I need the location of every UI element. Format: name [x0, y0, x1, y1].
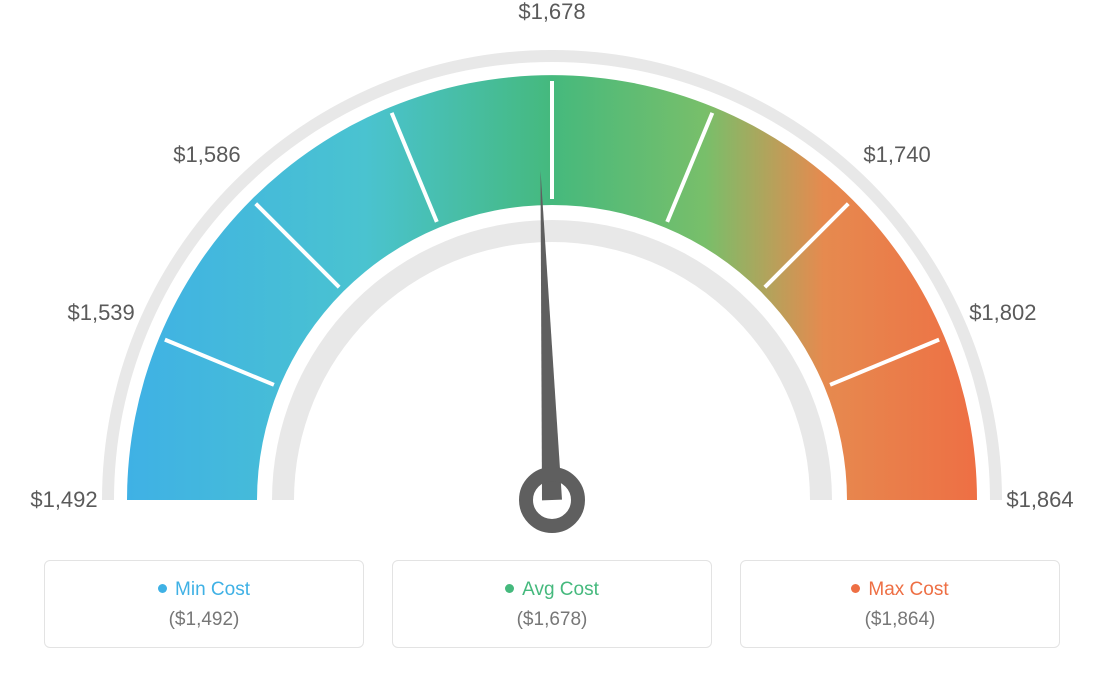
gauge-tick-label: $1,586: [173, 142, 240, 168]
max-cost-value: ($1,864): [751, 609, 1049, 631]
summary-cards: Min Cost ($1,492) Avg Cost ($1,678) Max …: [0, 560, 1104, 648]
gauge-chart-container: $1,492 $1,539 $1,586 $1,678 $1,740 $1,802 $1,8…: [0, 0, 1104, 690]
min-cost-card: Min Cost ($1,492): [44, 560, 364, 648]
min-cost-label: Min Cost: [175, 579, 250, 600]
max-cost-title: Max Cost: [751, 579, 1049, 601]
gauge-area: $1,492 $1,539 $1,586 $1,678 $1,740 $1,802 $1,8…: [0, 0, 1104, 560]
gauge-tick-label: $1,802: [969, 300, 1036, 326]
gauge-tick-label: $1,864: [1006, 487, 1073, 513]
avg-cost-card: Avg Cost ($1,678): [392, 560, 712, 648]
min-cost-value: ($1,492): [55, 609, 353, 631]
gauge-tick-label: $1,539: [67, 300, 134, 326]
avg-cost-title: Avg Cost: [403, 579, 701, 601]
max-bullet-icon: [851, 584, 860, 593]
avg-bullet-icon: [505, 584, 514, 593]
max-cost-card: Max Cost ($1,864): [740, 560, 1060, 648]
gauge-tick-label: $1,678: [518, 0, 585, 25]
gauge-svg: [0, 0, 1104, 560]
gauge-tick-label: $1,492: [30, 487, 97, 513]
avg-cost-value: ($1,678): [403, 609, 701, 631]
max-cost-label: Max Cost: [868, 579, 948, 600]
gauge-tick-label: $1,740: [863, 142, 930, 168]
min-bullet-icon: [158, 584, 167, 593]
avg-cost-label: Avg Cost: [522, 579, 599, 600]
min-cost-title: Min Cost: [55, 579, 353, 601]
